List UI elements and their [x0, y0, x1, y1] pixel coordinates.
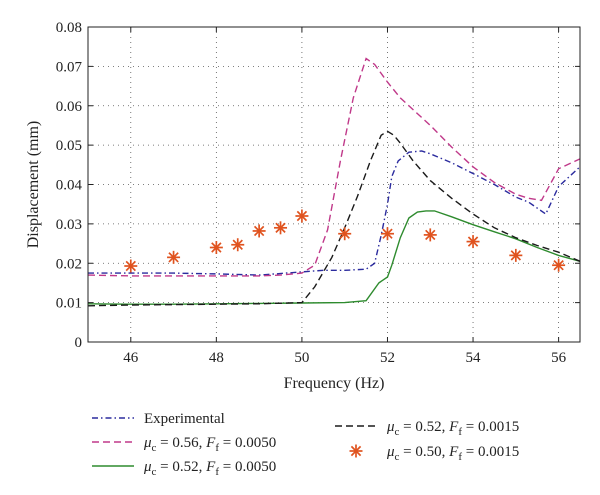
data-point-marker	[552, 258, 566, 272]
y-tick-label: 0.04	[56, 178, 83, 194]
data-point-marker	[231, 238, 245, 252]
legend-label: Experimental	[144, 411, 225, 427]
x-axis-label: Frequency (Hz)	[284, 375, 385, 392]
y-tick-label: 0	[75, 335, 83, 351]
y-tick-label: 0.06	[56, 99, 83, 115]
y-tick-label: 0.05	[56, 138, 82, 154]
series-line-2	[87, 210, 581, 305]
y-axis-label: Displacement (mm)	[25, 121, 42, 249]
data-point-marker	[167, 250, 181, 264]
x-tick-label: 50	[294, 350, 309, 366]
series-line-0	[88, 150, 581, 276]
y-tick-label: 0.02	[56, 256, 82, 272]
plot-series-layer	[87, 57, 581, 307]
legend-marker	[349, 444, 363, 458]
legend-item: μc = 0.52, Ff = 0.0015	[335, 419, 519, 438]
y-tick-label: 0.01	[56, 296, 82, 312]
x-tick-label: 56	[551, 350, 567, 366]
legend-label: μc = 0.50, Ff = 0.0015	[386, 444, 519, 463]
legend-label: μc = 0.52, Ff = 0.0015	[386, 419, 519, 438]
data-point-marker	[466, 235, 480, 249]
data-point-marker	[209, 241, 223, 254]
legend-label: μc = 0.56, Ff = 0.0050	[143, 435, 276, 454]
legend: Experimental μc = 0.56, Ff = 0.0050 μc = 0…	[92, 411, 519, 478]
data-point-marker	[124, 259, 138, 273]
data-point-marker	[274, 221, 288, 235]
x-tick-label: 48	[209, 350, 224, 366]
series-line-1	[87, 57, 581, 277]
y-tick-label: 0.08	[56, 20, 82, 36]
x-tick-label: 54	[466, 350, 482, 366]
x-tick-label: 46	[123, 350, 139, 366]
data-point-marker	[380, 227, 394, 241]
legend-item: μc = 0.50, Ff = 0.0015	[349, 444, 519, 463]
data-point-marker	[423, 228, 437, 242]
legend-item: Experimental	[92, 411, 225, 427]
legend-label: μc = 0.52, Ff = 0.0050	[143, 459, 276, 478]
axis-ticks: 46 48 50 52 54 56 0 0.01 0.02 0.03 0.04 0.05 0.06 0.0…	[56, 20, 580, 366]
y-tick-label: 0.03	[56, 217, 82, 233]
data-point-marker	[295, 209, 309, 223]
data-point-marker	[509, 248, 523, 262]
data-point-marker	[338, 227, 352, 241]
x-tick-label: 52	[380, 350, 395, 366]
legend-item: μc = 0.52, Ff = 0.0050	[92, 459, 276, 478]
grid-lines	[88, 27, 580, 342]
data-point-marker	[252, 224, 266, 238]
y-tick-label: 0.07	[56, 59, 83, 75]
legend-item: μc = 0.56, Ff = 0.0050	[92, 435, 276, 454]
series-line-3	[87, 130, 581, 307]
